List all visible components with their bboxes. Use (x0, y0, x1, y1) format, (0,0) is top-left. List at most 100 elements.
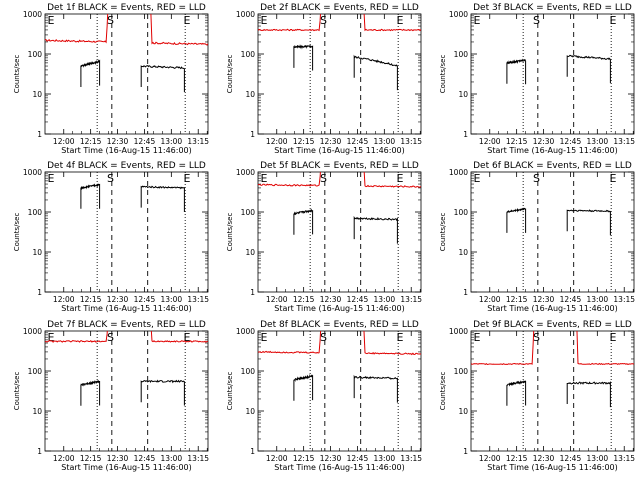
y-tick-label: 10 (458, 407, 468, 416)
y-tick-label: 100 (454, 367, 469, 376)
y-axis-title: Counts/sec (13, 372, 21, 411)
events-series-line (140, 65, 185, 92)
y-tick-label: 1000 (449, 168, 468, 177)
y-tick-label: 1000 (236, 10, 255, 19)
x-tick-label: 12:30 (320, 137, 342, 146)
x-tick-label: 13:00 (587, 295, 609, 304)
marker-label: S (107, 172, 114, 185)
y-axis-title: Counts/sec (13, 55, 21, 94)
y-tick-label: 1 (37, 288, 42, 297)
y-tick-label: 1000 (236, 168, 255, 177)
y-tick-label: 10 (245, 90, 255, 99)
x-tick-label: 13:15 (613, 454, 635, 463)
x-axis-title: Start Time (16-Aug-15 11:46:00) (61, 304, 192, 313)
panel-7f: Det 7f BLACK = Events, RED = LLD 1 10 100 10… (13, 320, 209, 472)
x-tick-label: 12:30 (107, 454, 129, 463)
events-series-line (353, 215, 398, 244)
plot-frame (44, 171, 209, 293)
x-tick-label: 12:45 (560, 295, 582, 304)
events-series-line (566, 381, 611, 408)
y-tick-label: 1000 (449, 327, 468, 336)
panel-title: Det 5f BLACK = Events, RED = LLD (260, 161, 419, 171)
y-tick-label: 10 (32, 248, 42, 257)
x-tick-label: 13:15 (400, 137, 422, 146)
y-tick-label: 1 (250, 447, 255, 456)
x-tick-label: 12:30 (533, 137, 555, 146)
marker-label: E (610, 331, 617, 344)
marker-label: E (397, 14, 404, 27)
lld-series-line (45, 14, 208, 46)
y-axis-title: Counts/sec (439, 55, 447, 94)
panel-title: Det 1f BLACK = Events, RED = LLD (47, 3, 206, 13)
y-tick-label: 1 (463, 447, 468, 456)
x-tick-label: 12:00 (266, 137, 288, 146)
y-tick-label: 1000 (236, 327, 255, 336)
x-tick-label: 12:45 (134, 137, 156, 146)
x-tick-label: 13:00 (374, 295, 396, 304)
x-tick-label: 12:00 (479, 137, 501, 146)
panel-2f: Det 2f BLACK = Events, RED = LLD 1 10 100 10… (226, 3, 422, 155)
x-tick-label: 12:30 (107, 137, 129, 146)
y-tick-label: 10 (32, 90, 42, 99)
x-tick-label: 12:00 (479, 295, 501, 304)
y-tick-label: 10 (458, 90, 468, 99)
y-tick-label: 100 (28, 208, 43, 217)
x-axis-title: Start Time (16-Aug-15 11:46:00) (487, 463, 618, 472)
panel-4f: Det 4f BLACK = Events, RED = LLD 1 10 100 10… (13, 161, 209, 313)
marker-label: E (47, 331, 54, 344)
x-tick-label: 12:15 (80, 295, 102, 304)
plot-frame (257, 13, 422, 135)
marker-label: E (47, 14, 54, 27)
marker-label: E (184, 172, 191, 185)
x-tick-label: 13:15 (613, 137, 635, 146)
marker-label: E (184, 14, 191, 27)
x-tick-label: 12:30 (533, 454, 555, 463)
y-tick-label: 100 (454, 208, 469, 217)
curve-group (258, 14, 421, 91)
lld-series-line (45, 331, 208, 343)
marker-label: E (473, 331, 480, 344)
x-tick-label: 12:45 (560, 454, 582, 463)
events-series-line (293, 44, 314, 71)
x-tick-label: 12:45 (134, 295, 156, 304)
x-tick-label: 13:15 (187, 137, 209, 146)
marker-label: S (320, 331, 327, 344)
events-series-line (80, 183, 101, 209)
y-axis-title: Counts/sec (226, 213, 234, 252)
marker-label: S (533, 331, 540, 344)
marker-label: E (260, 331, 267, 344)
y-tick-label: 100 (454, 50, 469, 59)
x-tick-label: 12:45 (560, 137, 582, 146)
events-series-line (293, 208, 314, 235)
x-tick-label: 12:00 (266, 454, 288, 463)
panel-title: Det 9f BLACK = Events, RED = LLD (473, 320, 632, 330)
lld-series-line (258, 14, 421, 32)
x-tick-label: 13:15 (400, 454, 422, 463)
plot-frame (44, 330, 209, 452)
marker-label: S (107, 14, 114, 27)
y-tick-label: 1 (37, 447, 42, 456)
events-series-line (80, 58, 101, 87)
x-tick-label: 12:00 (53, 137, 75, 146)
events-series-line (566, 209, 611, 236)
marker-label: E (260, 14, 267, 27)
y-axis-title: Counts/sec (226, 55, 234, 94)
events-series-line (566, 54, 611, 84)
plot-frame (470, 13, 635, 135)
panel-3f: Det 3f BLACK = Events, RED = LLD 1 10 100 10… (439, 3, 635, 155)
y-tick-label: 10 (245, 407, 255, 416)
marker-label: S (320, 172, 327, 185)
events-series-line (506, 207, 527, 233)
plot-frame (257, 171, 422, 293)
marker-label: E (473, 14, 480, 27)
x-tick-label: 12:30 (320, 295, 342, 304)
lld-series-line (258, 331, 421, 356)
x-tick-label: 13:00 (374, 137, 396, 146)
y-tick-label: 1 (463, 130, 468, 139)
x-tick-label: 12:15 (80, 454, 102, 463)
plot-frame (257, 330, 422, 452)
x-tick-label: 13:15 (400, 295, 422, 304)
marker-label: E (184, 331, 191, 344)
x-tick-label: 13:00 (374, 454, 396, 463)
